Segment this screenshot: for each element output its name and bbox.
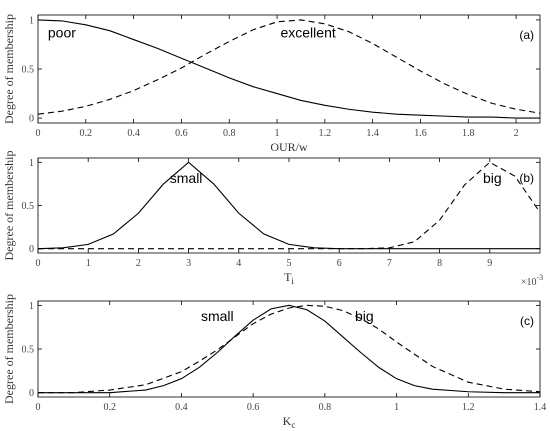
curve-label: small: [170, 170, 203, 186]
x-multiplier-exponent: -3: [536, 273, 543, 282]
x-tick-label: 1.2: [462, 402, 475, 413]
x-multiplier: ×10-3: [521, 273, 543, 288]
y-tick-label: 0: [29, 114, 34, 125]
y-tick-label: 0.5: [22, 345, 35, 356]
series-line-small: [37, 161, 540, 250]
x-tick-label: 0.4: [175, 402, 188, 413]
series-line-big: [38, 161, 541, 250]
x-tick-label: 0.2: [103, 402, 116, 413]
curve-label: excellent: [280, 25, 335, 41]
x-tick-label: 2: [136, 258, 141, 269]
curve-label: big: [483, 170, 502, 186]
plot-frame: [37, 300, 541, 398]
x-tick-label: 3: [186, 258, 191, 269]
y-tick-label: 0.5: [22, 201, 35, 212]
series-line-small: [38, 304, 540, 394]
x-tick-label: 0.6: [175, 128, 188, 139]
x-tick-label: 1: [394, 402, 399, 413]
x-tick-label: 0.8: [319, 402, 332, 413]
x-tick-label: 6: [337, 258, 342, 269]
series-line-poor: [37, 19, 540, 119]
series-line-excellent: [37, 19, 541, 115]
y-tick-label: 1: [29, 301, 34, 312]
plot-frame: [37, 157, 541, 254]
y-axis-label: Degree of membership: [2, 151, 16, 261]
y-axis-label: Degree of membership: [2, 14, 16, 124]
x-tick-label: 0.2: [80, 128, 93, 139]
y-tick-label: 1: [29, 15, 34, 26]
curve-label: small: [201, 308, 234, 324]
series-line-big: [38, 304, 541, 394]
x-axis-label-main: T: [284, 270, 292, 284]
x-tick-label: 0: [36, 258, 41, 269]
x-axis-label: OUR/w: [270, 140, 308, 154]
x-axis-label-main: OUR/w: [270, 140, 308, 154]
x-tick-label: 4: [236, 258, 241, 269]
x-tick-label: 2: [514, 128, 519, 139]
x-tick-label: 1: [275, 128, 280, 139]
x-tick-label: 5: [287, 258, 292, 269]
panel-tag: (b): [519, 171, 534, 185]
x-tick-label: 1: [86, 258, 91, 269]
x-tick-label: 0: [36, 128, 41, 139]
panel-a: 0 0.2 0.4 0.6 0.8 1 1.2 1.4 1.6 1.8 2 0 0.5 1 poor exce…: [2, 14, 541, 154]
panel-b: 0 1 2 3 4 5 6 7 8 9 0 0.5 1 small big (b) Degree of memb…: [2, 151, 543, 288]
x-axis-label-subscript: c: [291, 420, 295, 430]
x-axis-label-subscript: i: [291, 276, 294, 286]
x-tick-label: 1.6: [414, 128, 427, 139]
y-axis-label: Degree of membership: [2, 294, 16, 404]
x-tick-label: 0.6: [247, 402, 260, 413]
x-tick-label: 0.8: [223, 128, 236, 139]
panel-c: 0 0.2 0.4 0.6 0.8 1 1.2 1.4 0 0.5 1 small big (c) Degr…: [2, 294, 546, 430]
y-tick-label: 0: [29, 388, 34, 399]
x-tick-label: 1.2: [319, 128, 332, 139]
x-tick-label: 9: [487, 258, 492, 269]
panel-tag: (a): [519, 28, 534, 42]
x-axis-label-main: K: [283, 414, 292, 428]
x-tick-label: 7: [387, 258, 392, 269]
x-tick-label: 0.4: [127, 128, 140, 139]
panel-tag: (c): [520, 314, 534, 328]
x-tick-label: 1.4: [366, 128, 379, 139]
x-tick-label: 1.8: [462, 128, 475, 139]
x-multiplier-base: ×10: [521, 277, 537, 288]
x-axis-label: Ti: [284, 270, 294, 286]
x-axis-label: Kc: [283, 414, 296, 430]
y-tick-label: 0.5: [22, 65, 35, 76]
y-tick-label: 1: [29, 158, 34, 169]
y-tick-label: 0: [29, 244, 34, 255]
x-tick-label: 0: [36, 402, 41, 413]
curve-label: big: [355, 308, 374, 324]
x-tick-label: 1.4: [534, 402, 547, 413]
curve-label: poor: [48, 25, 76, 41]
x-tick-label: 8: [437, 258, 442, 269]
